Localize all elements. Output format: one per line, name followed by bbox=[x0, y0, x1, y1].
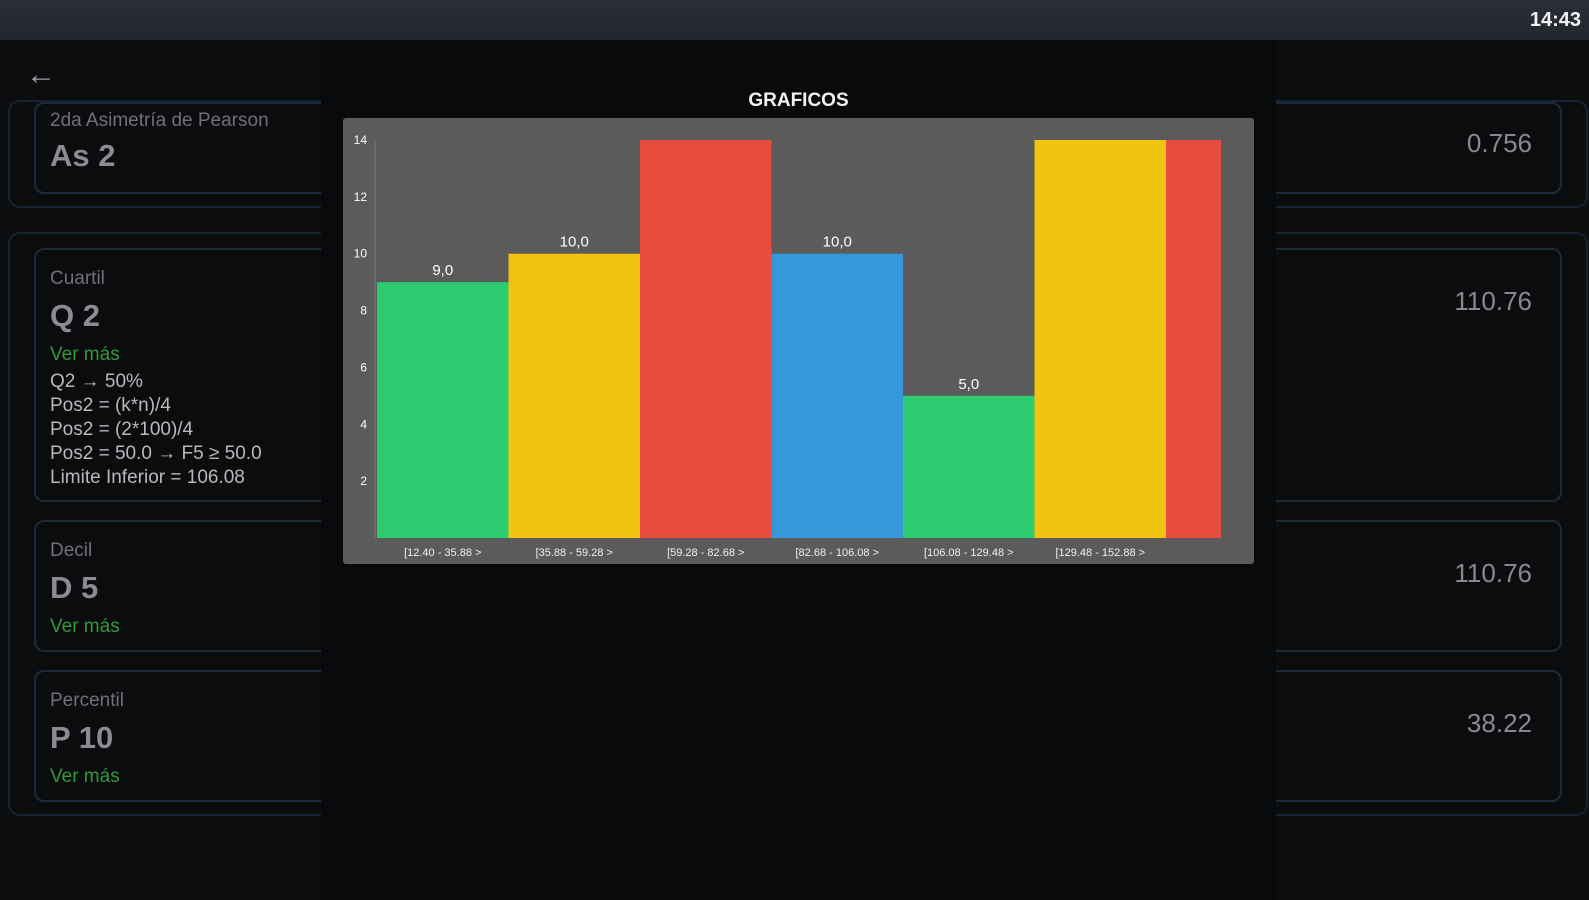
y-tick-label: 10 bbox=[354, 247, 368, 261]
bar bbox=[1034, 140, 1166, 538]
chart-container: 2 4 6 8 10 12 14 9,0 [12.40 - 35.88 > 10,0 [35.88 … bbox=[343, 118, 1254, 564]
card-label: Decil bbox=[50, 540, 93, 561]
card-value: 110.76 bbox=[1454, 558, 1532, 588]
card-label: 2da Asimetría de Pearson bbox=[50, 110, 269, 131]
data-label: 10,0 bbox=[823, 234, 852, 251]
status-time: 14:43 bbox=[1529, 9, 1581, 31]
x-tick-label: [82.68 - 106.08 > bbox=[796, 547, 879, 559]
ver-mas-link[interactable]: Ver más bbox=[50, 616, 120, 637]
card-details: Q2 → 50% Pos2 = (k*n)/4 Pos2 = (2*100)/4… bbox=[50, 370, 262, 490]
bar bbox=[771, 253, 903, 538]
data-label: 9,0 bbox=[432, 262, 453, 279]
x-tick-label: [129.48 - 152.88 > bbox=[1055, 547, 1145, 559]
y-tick-label: 6 bbox=[360, 360, 367, 374]
y-tick-label: 12 bbox=[354, 190, 368, 204]
detail-line: Pos2 = 50.0 → F5 ≥ 50.0 bbox=[50, 443, 262, 464]
card-symbol: P 10 bbox=[50, 720, 114, 755]
bar bbox=[903, 395, 1035, 538]
detail-line: Pos2 = (k*n)/4 bbox=[50, 395, 171, 416]
arrow-left-icon[interactable]: ← bbox=[26, 58, 56, 91]
bar bbox=[377, 282, 509, 538]
detail-line: Pos2 = (2*100)/4 bbox=[50, 419, 194, 440]
status-bar: 14:43 bbox=[0, 0, 1589, 40]
bar bbox=[1166, 140, 1221, 538]
detail-line: Q2 → 50% bbox=[50, 371, 143, 392]
y-tick-label: 14 bbox=[354, 133, 368, 147]
y-tick-label: 8 bbox=[360, 304, 367, 318]
ver-mas-link[interactable]: Ver más bbox=[50, 766, 120, 787]
x-tick-label: [12.40 - 35.88 > bbox=[404, 547, 481, 559]
card-label: Cuartil bbox=[50, 268, 105, 289]
card-symbol: Q 2 bbox=[50, 298, 100, 333]
y-tick-label: 4 bbox=[360, 417, 367, 431]
card-symbol: D 5 bbox=[50, 570, 99, 605]
data-label: 5,0 bbox=[958, 376, 979, 393]
bar bbox=[640, 140, 772, 538]
x-tick-label: [59.28 - 82.68 > bbox=[667, 547, 744, 559]
dialog-title: GRAFICOS bbox=[748, 90, 849, 111]
detail-line: Limite Inferior = 106.08 bbox=[50, 467, 245, 488]
card-symbol: As 2 bbox=[50, 138, 116, 173]
chart-dialog: GRAFICOS 2 4 6 8 10 12 14 9,0 [12.40 - 35.88 > 10… bbox=[321, 40, 1276, 900]
ver-mas-link[interactable]: Ver más bbox=[50, 344, 120, 365]
data-label: 10,0 bbox=[560, 234, 589, 251]
card-value: 0.756 bbox=[1466, 128, 1532, 158]
x-tick-label: [35.88 - 59.28 > bbox=[536, 547, 613, 559]
x-tick-label: [106.08 - 129.48 > bbox=[924, 547, 1014, 559]
card-value: 38.22 bbox=[1466, 708, 1532, 738]
card-value: 110.76 bbox=[1454, 286, 1532, 316]
y-tick-label: 2 bbox=[360, 474, 367, 488]
bar-chart: 2 4 6 8 10 12 14 9,0 [12.40 - 35.88 > 10,0 [35.88 … bbox=[354, 133, 1221, 559]
bar bbox=[508, 253, 640, 538]
card-label: Percentil bbox=[50, 690, 124, 711]
